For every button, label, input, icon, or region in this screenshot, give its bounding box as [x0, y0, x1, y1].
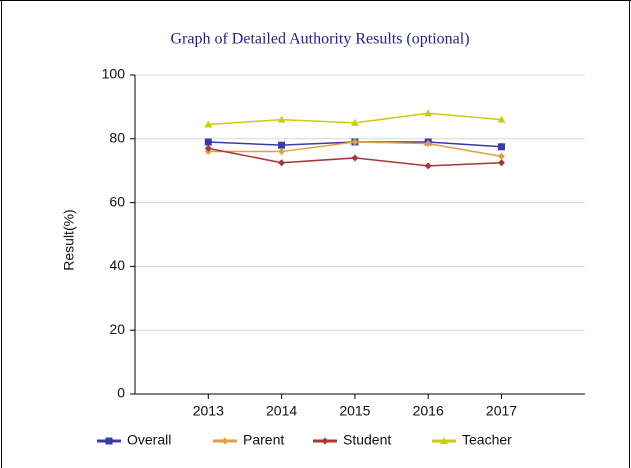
marker	[498, 143, 505, 151]
y-axis-label: Result(%)	[61, 209, 77, 270]
marker	[105, 437, 113, 445]
marker	[204, 144, 212, 152]
legend-label: Parent	[243, 432, 284, 448]
marker	[278, 141, 286, 149]
legend-label: Teacher	[462, 432, 512, 448]
marker	[498, 159, 505, 167]
marker	[204, 138, 212, 146]
chart-title: Graph of Detailed Authority Results (opt…	[170, 31, 469, 48]
marker	[424, 162, 432, 170]
x-tick-label: 2014	[266, 403, 297, 419]
y-tick-label: 100	[102, 66, 126, 82]
y-tick-label: 0	[117, 385, 125, 401]
marker	[440, 437, 448, 444]
marker	[277, 115, 286, 123]
marker	[350, 118, 359, 126]
y-tick-label: 20	[109, 321, 125, 337]
marker	[321, 437, 329, 445]
x-tick-label: 2017	[486, 403, 517, 419]
marker	[204, 120, 213, 128]
marker	[351, 138, 359, 146]
marker	[497, 115, 506, 123]
y-tick-label: 40	[109, 257, 125, 273]
marker	[498, 152, 505, 160]
legend-label: Student	[343, 432, 391, 448]
marker	[424, 140, 432, 148]
x-tick-label: 2016	[413, 403, 444, 419]
x-tick-label: 2015	[339, 403, 370, 419]
legend-label: Overall	[127, 432, 171, 448]
marker	[221, 437, 229, 445]
marker	[278, 148, 286, 156]
marker	[424, 109, 433, 117]
y-tick-label: 60	[109, 193, 125, 209]
marker	[278, 159, 286, 167]
x-tick-label: 2013	[193, 403, 224, 419]
marker	[351, 154, 359, 162]
y-tick-label: 80	[109, 130, 125, 146]
